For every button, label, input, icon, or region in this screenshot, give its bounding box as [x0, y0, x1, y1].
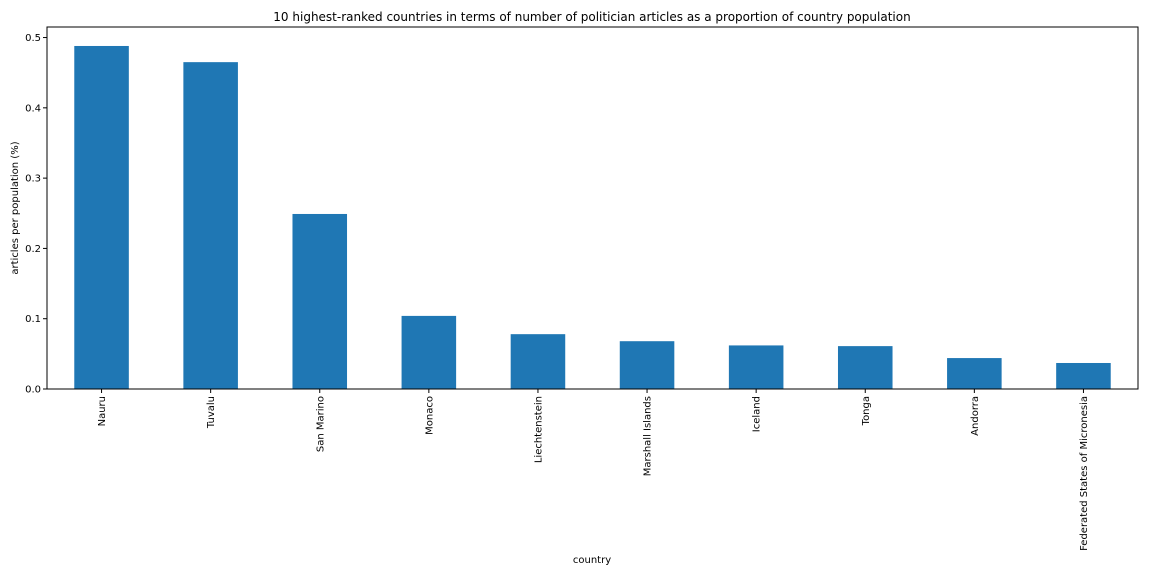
x-tick-label: Liechtenstein	[533, 396, 544, 463]
bar-andorra	[947, 358, 1002, 389]
y-tick-label: 0.5	[25, 33, 41, 44]
bar-iceland	[728, 345, 784, 389]
y-axis-label: articles per population (%)	[10, 141, 21, 274]
x-tick-label: Federated States of Micronesia	[1079, 396, 1090, 551]
x-tick-label: Iceland	[752, 396, 763, 432]
bar-liechtenstein	[510, 334, 566, 389]
x-tick-label: Nauru	[97, 396, 108, 426]
x-axis-ticks: Nauru Tuvalu San Marino Monaco Liechtenstein…	[97, 389, 1090, 551]
x-tick-label: San Marino	[315, 396, 326, 452]
x-tick-label: Monaco	[424, 396, 435, 435]
x-tick-label: Tonga	[861, 396, 872, 426]
y-tick-label: 0.1	[25, 314, 41, 325]
bar-marshall-islands	[619, 341, 675, 389]
y-tick-label: 0.4	[25, 103, 41, 114]
bar-federated-states-of-micronesia	[1056, 362, 1111, 389]
bar-san-marino	[292, 213, 348, 389]
plot-frame	[46, 26, 1139, 390]
y-axis-ticks: 0.0 0.1 0.2 0.3 0.4 0.5	[25, 33, 47, 396]
bar-monaco	[401, 315, 457, 389]
bar-tuvalu	[183, 62, 238, 390]
x-tick-label: Marshall Islands	[643, 396, 654, 476]
y-tick-label: 0.3	[25, 174, 41, 185]
x-tick-label: Tuvalu	[206, 396, 217, 429]
x-axis-label: country	[573, 555, 611, 566]
bars-group	[74, 45, 1111, 390]
x-tick-label: Andorra	[970, 396, 981, 436]
y-tick-label: 0.0	[25, 385, 41, 396]
chart-title: 10 highest-ranked countries in terms of …	[273, 10, 910, 24]
y-tick-label: 0.2	[25, 244, 41, 255]
bar-tonga	[837, 346, 893, 389]
bar-nauru	[74, 45, 129, 389]
